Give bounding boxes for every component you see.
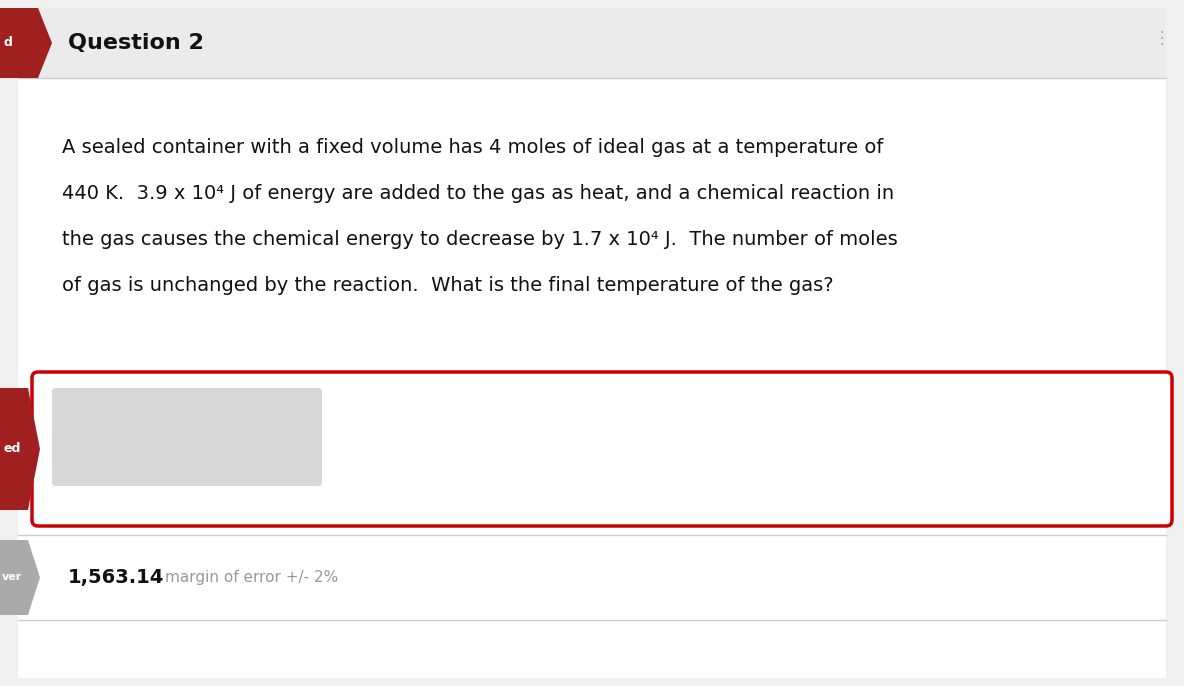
- Polygon shape: [0, 8, 52, 78]
- Text: margin of error +/- 2%: margin of error +/- 2%: [165, 570, 339, 585]
- Text: of gas is unchanged by the reaction.  What is the final temperature of the gas?: of gas is unchanged by the reaction. Wha…: [62, 276, 834, 295]
- Text: ⋮: ⋮: [1153, 29, 1170, 47]
- Text: Question 2: Question 2: [67, 33, 204, 53]
- Text: 440 K.  3.9 x 10⁴ J of energy are added to the gas as heat, and a chemical react: 440 K. 3.9 x 10⁴ J of energy are added t…: [62, 184, 894, 203]
- Text: ver: ver: [2, 573, 22, 582]
- FancyBboxPatch shape: [18, 8, 1166, 78]
- Polygon shape: [0, 388, 40, 510]
- FancyBboxPatch shape: [32, 372, 1172, 526]
- Text: d: d: [4, 36, 13, 49]
- Text: A sealed container with a fixed volume has 4 moles of ideal gas at a temperature: A sealed container with a fixed volume h…: [62, 138, 883, 157]
- Text: ed: ed: [4, 442, 20, 456]
- FancyBboxPatch shape: [52, 388, 322, 486]
- Polygon shape: [0, 540, 40, 615]
- Text: 1,563.14: 1,563.14: [67, 568, 165, 587]
- FancyBboxPatch shape: [18, 8, 1166, 678]
- Text: the gas causes the chemical energy to decrease by 1.7 x 10⁴ J.  The number of mo: the gas causes the chemical energy to de…: [62, 230, 897, 249]
